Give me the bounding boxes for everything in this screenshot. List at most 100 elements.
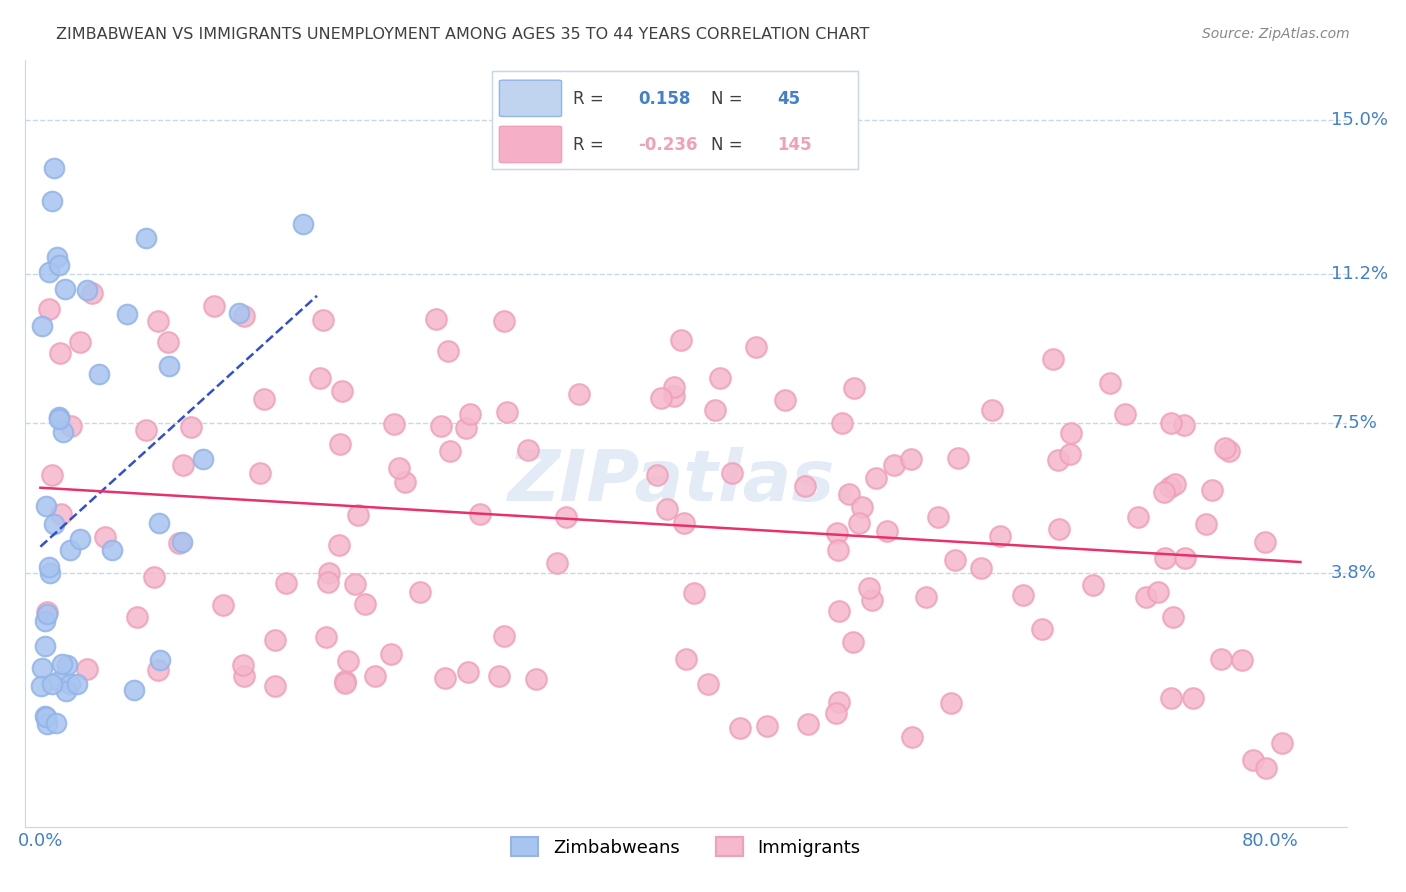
Point [454, 421, 477, 435]
Point [1099, 376, 1122, 390]
Point [1012, 588, 1035, 602]
Text: R =: R = [572, 136, 603, 154]
Point [335, 674, 357, 689]
Point [143, 570, 166, 584]
Point [470, 508, 492, 522]
Point [48, 409, 70, 424]
Point [495, 405, 517, 419]
Text: N =: N = [711, 90, 742, 108]
FancyBboxPatch shape [499, 80, 561, 117]
Point [1215, 441, 1237, 455]
Point [745, 340, 768, 354]
Point [354, 597, 377, 611]
Text: ZIMBABWEAN VS IMMIGRANTS UNEMPLOYMENT AMONG AGES 35 TO 44 YEARS CORRELATION CHAR: ZIMBABWEAN VS IMMIGRANTS UNEMPLOYMENT AM… [56, 27, 870, 42]
Point [1031, 622, 1053, 636]
Point [1174, 551, 1197, 566]
Point [89, 367, 111, 381]
Point [394, 475, 416, 489]
Point [1153, 484, 1175, 499]
Point [45, 715, 67, 730]
Point [44, 161, 66, 175]
Point [172, 458, 194, 472]
Point [41, 468, 63, 483]
Point [858, 581, 880, 595]
Point [157, 334, 180, 349]
Point [555, 510, 578, 524]
Point [38, 302, 60, 317]
Point [53, 282, 76, 296]
Text: 3.8%: 3.8% [1331, 564, 1376, 582]
Point [191, 452, 214, 467]
Point [180, 420, 202, 434]
Point [35, 607, 58, 621]
Point [382, 417, 405, 432]
Point [318, 566, 340, 580]
Point [876, 524, 898, 538]
Point [650, 392, 672, 406]
Point [249, 467, 271, 481]
Point [516, 442, 538, 457]
Point [1218, 444, 1240, 458]
Point [1209, 652, 1232, 666]
Point [48, 412, 70, 426]
Point [35, 717, 58, 731]
Text: 7.5%: 7.5% [1331, 414, 1376, 432]
Point [276, 576, 298, 591]
Point [264, 632, 287, 647]
Point [34, 709, 56, 723]
Point [346, 508, 368, 522]
Point [309, 370, 332, 384]
Point [842, 381, 865, 395]
Point [292, 218, 315, 232]
Point [1160, 416, 1182, 430]
Point [115, 307, 138, 321]
Text: 11.2%: 11.2% [1331, 265, 1388, 283]
Point [900, 451, 922, 466]
Point [56, 657, 79, 672]
Point [433, 671, 456, 685]
Point [704, 403, 727, 417]
Point [1135, 590, 1157, 604]
Text: -0.236: -0.236 [638, 136, 697, 154]
Point [756, 719, 779, 733]
Point [167, 536, 190, 550]
Point [865, 471, 887, 485]
Point [232, 309, 254, 323]
Point [212, 598, 235, 612]
Point [943, 552, 966, 566]
Point [363, 669, 385, 683]
Point [1060, 425, 1083, 440]
Point [148, 314, 170, 328]
Point [1047, 522, 1070, 536]
Point [146, 664, 169, 678]
Point [860, 593, 883, 607]
Point [797, 717, 820, 731]
Point [122, 683, 145, 698]
Point [1114, 407, 1136, 421]
Point [1194, 516, 1216, 531]
Point [655, 501, 678, 516]
Point [202, 299, 225, 313]
Point [1271, 736, 1294, 750]
Point [1154, 551, 1177, 566]
Point [69, 335, 91, 350]
Point [41, 194, 63, 208]
Point [939, 696, 962, 710]
Point [408, 585, 430, 599]
Point [696, 677, 718, 691]
Point [59, 542, 82, 557]
Text: 0.158: 0.158 [638, 90, 690, 108]
Point [312, 313, 335, 327]
Point [773, 392, 796, 407]
Point [94, 530, 117, 544]
Point [946, 450, 969, 465]
Point [316, 574, 339, 589]
Point [645, 468, 668, 483]
Point [328, 538, 350, 552]
Point [720, 467, 742, 481]
Point [827, 695, 849, 709]
Point [388, 460, 411, 475]
Text: 145: 145 [778, 136, 811, 154]
Point [52, 425, 75, 439]
Point [35, 500, 58, 514]
